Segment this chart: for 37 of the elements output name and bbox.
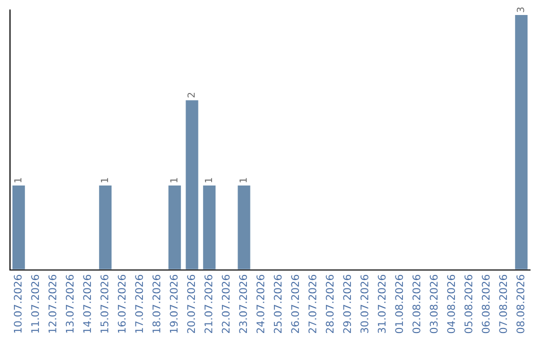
x-tick-label: 02.08.2026 (412, 274, 420, 334)
x-tick-label: 23.07.2026 (239, 274, 248, 334)
data-label: 1 (14, 178, 22, 182)
x-tick-label: 11.07.2026 (31, 274, 40, 333)
x-tick-label: 31.07.2026 (378, 274, 386, 334)
x-tick-label: 10.07.2026 (14, 274, 22, 333)
x-tick-label: 03.08.2026 (430, 274, 438, 334)
x-tick-label: 13.07.2026 (66, 274, 74, 333)
x-tick-label: 17.07.2026 (135, 274, 144, 333)
x-tick-label: 06.08.2026 (482, 274, 490, 334)
x-tick-label: 20.07.2026 (187, 274, 196, 334)
x-tick-label: 15.07.2026 (100, 274, 108, 333)
data-label: 3 (516, 7, 524, 12)
data-label: 2 (187, 92, 195, 98)
x-tick-label: 22.07.2026 (222, 274, 230, 334)
x-tick-label: 16.07.2026 (118, 274, 126, 333)
x-tick-label: 30.07.2026 (360, 274, 368, 334)
x-tick-label: 26.07.2026 (291, 274, 300, 334)
x-tick-label: 05.08.2026 (464, 274, 472, 334)
data-label: 1 (170, 178, 178, 182)
data-label: 1 (100, 178, 108, 182)
x-tick-label: 01.08.2026 (395, 274, 404, 334)
x-tick-label: 19.07.2026 (170, 274, 178, 333)
x-tick-label: 14.07.2026 (83, 274, 92, 333)
x-tick-label: 08.08.2026 (516, 274, 524, 334)
x-tick-label: 21.07.2026 (204, 274, 212, 334)
x-tick-label: 28.07.2026 (326, 274, 334, 334)
data-label: 1 (204, 178, 212, 182)
x-tick-label: 07.08.2026 (499, 274, 508, 334)
x-tick-label: 18.07.2026 (152, 274, 160, 333)
x-tick-label: 04.08.2026 (447, 274, 456, 334)
data-label: 1 (240, 178, 247, 182)
x-tick-label: 27.07.2026 (308, 274, 316, 334)
x-tick-label: 24.07.2026 (256, 274, 264, 334)
x-tick-label: 12.07.2026 (48, 274, 56, 333)
x-tick-label: 25.07.2026 (274, 274, 282, 334)
x-tick-label: 29.07.2026 (343, 274, 352, 334)
